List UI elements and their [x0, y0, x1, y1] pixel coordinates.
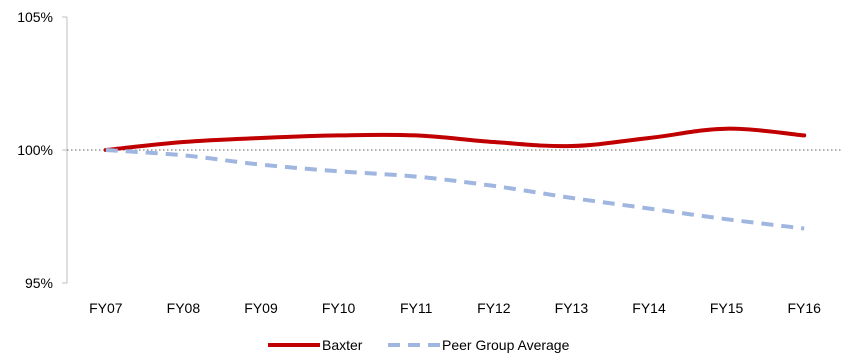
x-tick-label: FY10	[322, 300, 356, 316]
x-tick-label: FY11	[400, 300, 433, 316]
y-tick-labels: 95% 100% 105%	[17, 9, 53, 291]
x-tick-label: FY07	[89, 300, 123, 316]
x-tick-labels: FY07 FY08 FY09 FY10 FY11 FY12 FY13 FY14 FY15 FY16	[89, 300, 821, 316]
series-line-baxter	[103, 126, 807, 152]
legend-item-baxter: Baxter	[268, 337, 363, 353]
y-tick-label: 100%	[17, 142, 53, 158]
x-tick-label: FY12	[477, 300, 511, 316]
legend: Baxter Peer Group Average	[268, 337, 570, 353]
series-lines	[103, 126, 807, 231]
x-tick-label: FY16	[787, 300, 821, 316]
series-line-peer-group-average	[105, 148, 805, 231]
y-tick-label: 95%	[25, 275, 53, 291]
legend-label: Baxter	[322, 337, 363, 353]
x-tick-label: FY14	[632, 300, 666, 316]
y-tick-label: 105%	[17, 9, 53, 25]
x-tick-label: FY08	[167, 300, 201, 316]
legend-label: Peer Group Average	[442, 337, 570, 353]
x-tick-label: FY09	[244, 300, 278, 316]
legend-item-peer-group-average: Peer Group Average	[388, 337, 570, 353]
axes	[62, 16, 68, 284]
x-tick-label: FY13	[555, 300, 589, 316]
x-tick-label: FY15	[710, 300, 744, 316]
